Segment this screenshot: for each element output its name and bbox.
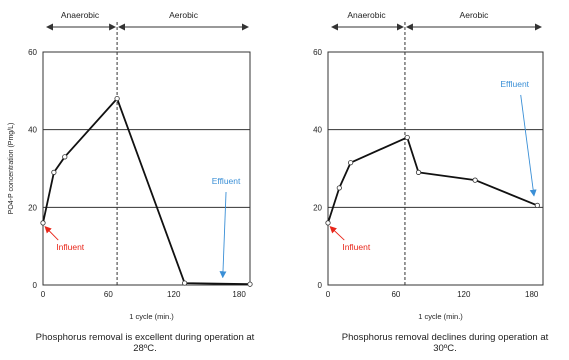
left-chart-caption: Phosphorus removal is excellent during o… [35, 332, 255, 354]
left-annotation-influent: Influent [56, 242, 85, 252]
right-x-axis-label: 1 cycle (min.) [418, 312, 463, 321]
right-phase-label-anaerobic: Anaerobic [347, 10, 386, 20]
left-data-point-3 [114, 96, 120, 102]
left-xtick-label-180: 180 [232, 290, 246, 299]
right-annotation-effluent: Effluent [500, 79, 529, 89]
right-ytick-label-40: 40 [313, 126, 322, 135]
right-xtick-label-60: 60 [391, 290, 400, 299]
left-data-point-5 [247, 281, 253, 287]
right-annotation-arrow-effluent [520, 94, 537, 197]
left-xtick-label-0: 0 [41, 290, 46, 299]
left-annotation-arrow-influent [44, 226, 59, 241]
left-phase-label-aerobic: Aerobic [169, 10, 199, 20]
right-ytick-label-20: 20 [313, 203, 322, 212]
right-data-point-5 [472, 177, 478, 183]
left-ytick-label-60: 60 [28, 48, 37, 57]
right-xtick-label-0: 0 [326, 290, 331, 299]
left-ytick-label-40: 40 [28, 126, 37, 135]
right-xtick-label-180: 180 [525, 290, 539, 299]
left-data-point-0 [40, 220, 46, 226]
right-data-point-4 [415, 169, 422, 175]
right-annotation-influent: Influent [342, 242, 371, 252]
right-series-line [327, 136, 538, 224]
left-y-axis-label: PO4-P concentration (Pmg/L) [8, 123, 15, 215]
right-xtick-label-120: 120 [457, 290, 471, 299]
left-plot-frame [42, 51, 251, 286]
right-data-point-0 [325, 220, 331, 226]
right-data-point-3 [404, 134, 410, 141]
left-data-point-1 [51, 169, 57, 175]
left-ytick-label-0: 0 [33, 281, 38, 290]
right-data-point-6 [534, 202, 540, 208]
left-data-point-2 [62, 154, 68, 160]
left-series-line [42, 97, 251, 286]
right-ytick-label-0: 0 [318, 281, 323, 290]
left-ytick-label-20: 20 [28, 203, 37, 212]
right-data-point-2 [348, 160, 354, 166]
left-xtick-label-60: 60 [104, 290, 113, 299]
left-data-point-4 [182, 280, 188, 286]
left-annotation-arrow-effluent [219, 192, 227, 279]
right-phase-label-aerobic: Aerobic [460, 10, 490, 20]
right-ytick-label-60: 60 [313, 48, 322, 57]
right-annotation-arrow-influent [329, 226, 345, 241]
left-chart: 0 20 40 60 0 60 120 180 1 cycle (min.) PO4-P conc… [8, 10, 253, 321]
right-data-point-1 [336, 185, 342, 191]
left-x-axis-label: 1 cycle (min.) [129, 312, 174, 321]
left-phase-label-anaerobic: Anaerobic [61, 10, 100, 20]
left-annotation-effluent: Effluent [212, 176, 241, 186]
right-plot-frame [327, 51, 544, 286]
left-xtick-label-120: 120 [167, 290, 181, 299]
right-chart-caption: Phosphorus removal declines during opera… [341, 332, 549, 354]
right-chart: 0 20 40 60 0 60 120 180 1 cycle (min.) Anaerobic A… [313, 10, 544, 321]
